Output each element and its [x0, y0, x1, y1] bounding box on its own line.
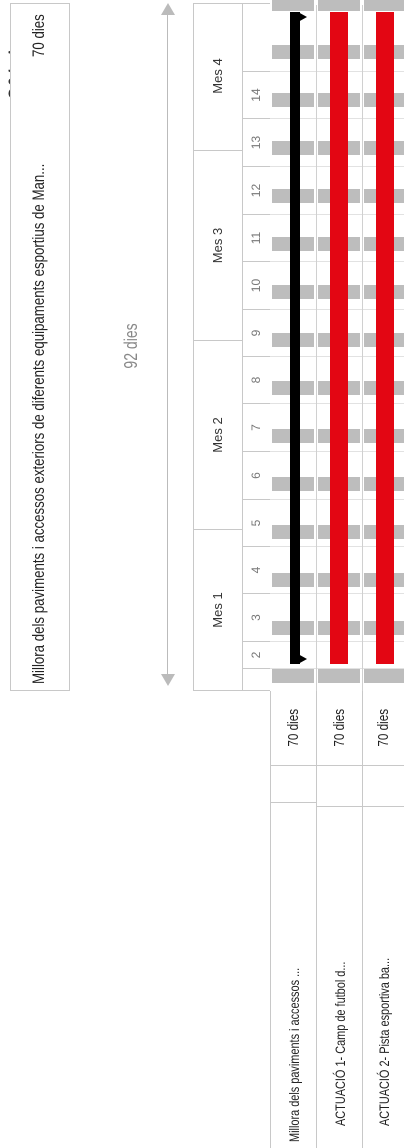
task-bar[interactable] [330, 12, 348, 664]
timeline-span: 92 dies [121, 3, 177, 686]
task-row[interactable]: Millora dels paviments i accessos ... 70 … [270, 691, 317, 1148]
week-header-11: 11 [242, 214, 271, 261]
summary-bar[interactable] [290, 12, 300, 664]
header-title: Millora dels paviments i accessos exteri… [29, 163, 48, 684]
week-header-12: 12 [242, 166, 271, 214]
week-cell [242, 2, 271, 71]
week-header-5: 5 [242, 499, 271, 546]
nonworking-stripe [272, 0, 314, 11]
week-header-10: 10 [242, 261, 271, 309]
nonworking-stripe [364, 0, 404, 11]
task-duration: 70 dies [271, 691, 317, 766]
summary-start-cap-icon [298, 654, 307, 664]
task-row[interactable]: ACTUACIÓ 1- Camp de futbol d... 70 dies [316, 691, 363, 1148]
nonworking-stripe [272, 669, 314, 683]
week-header-3: 3 [242, 593, 271, 641]
header-duration: 70 dies [29, 14, 48, 57]
week-header-13: 13 [242, 118, 271, 166]
week-header-8: 8 [242, 356, 271, 403]
span-label: 92 dies [121, 323, 141, 369]
month-header-2: Mes 2 [194, 340, 242, 529]
summary-end-cap-icon [298, 12, 307, 22]
month-header-3: Mes 3 [194, 150, 242, 340]
task-row[interactable]: ACTUACIÓ 2- Pista esportiva ba... 70 dies [362, 691, 404, 1148]
week-header-6: 6 [242, 451, 271, 499]
week-header-4: 4 [242, 546, 271, 593]
month-header-1: Mes 1 [194, 529, 242, 690]
week-header-2: 2 [242, 641, 271, 668]
task-bar[interactable] [376, 12, 394, 664]
task-name: Millora dels paviments i accessos ... [271, 802, 317, 1142]
task-duration: 70 dies [363, 691, 404, 766]
row-line [316, 5, 317, 691]
month-header-4: Mes 4 [210, 58, 225, 94]
nonworking-stripe [364, 669, 404, 683]
header-bar: Millora dels paviments i accessos exteri… [10, 3, 70, 691]
nonworking-stripe [318, 0, 360, 11]
span-arrow-left-icon [161, 674, 175, 686]
week-header-9: 9 [242, 309, 271, 356]
week-cell [242, 668, 271, 690]
span-arrow-right-icon [161, 3, 175, 15]
task-panel: Millora dels paviments i accessos ... 70 … [270, 691, 404, 1148]
task-duration: 70 dies [317, 691, 363, 766]
nonworking-stripe [318, 669, 360, 683]
gantt-body [270, 0, 404, 691]
span-line [167, 13, 168, 676]
row-line [362, 5, 363, 691]
week-header-7: 7 [242, 403, 271, 451]
task-name: ACTUACIÓ 1- Camp de futbol d... [317, 806, 363, 1126]
timeline-header: Mes 1 Mes 2 Mes 3 Mes 4 2 3 4 5 6 7 8 9 10 11 12 13 14 [193, 2, 271, 691]
week-header-14: 14 [242, 71, 271, 118]
task-name: ACTUACIÓ 2- Pista esportiva ba... [363, 806, 404, 1126]
